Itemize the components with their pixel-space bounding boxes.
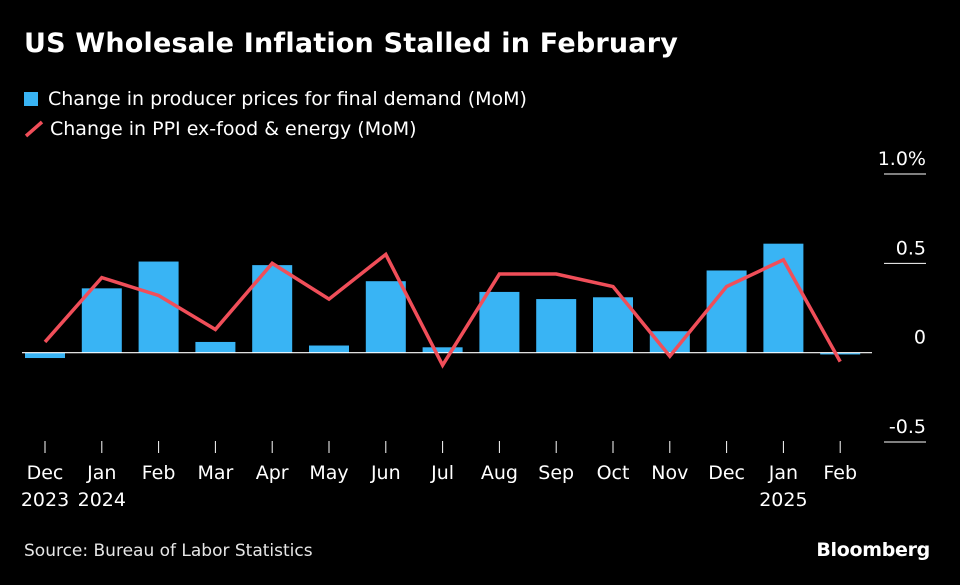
source-note: Source: Bureau of Labor Statistics bbox=[24, 541, 313, 561]
bloomberg-logo: Bloomberg bbox=[816, 539, 930, 561]
legend-item-line: Change in PPI ex-food & energy (MoM) bbox=[24, 114, 527, 144]
bar bbox=[195, 341, 236, 353]
x-tick-label-month: Apr bbox=[256, 462, 289, 484]
bar bbox=[422, 347, 463, 353]
legend-line-swatch bbox=[24, 120, 44, 138]
bar bbox=[365, 281, 406, 353]
chart-title: US Wholesale Inflation Stalled in Februa… bbox=[24, 28, 679, 59]
x-tick-label-month: Dec bbox=[27, 462, 64, 484]
y-tick-label: 0.5 bbox=[896, 237, 926, 259]
x-tick-label-month: Mar bbox=[197, 462, 233, 484]
x-tick-label-month: Jun bbox=[370, 462, 401, 484]
x-tick-label-month: Nov bbox=[651, 462, 688, 484]
x-tick-label-month: Dec bbox=[708, 462, 745, 484]
legend: Change in producer prices for final dema… bbox=[24, 84, 527, 144]
bar bbox=[138, 261, 179, 353]
y-tick-label: -0.5 bbox=[889, 416, 926, 438]
x-tick-label-month: Aug bbox=[481, 462, 518, 484]
legend-bar-label: Change in producer prices for final dema… bbox=[48, 88, 527, 110]
bar bbox=[820, 352, 861, 355]
x-tick-label-year: 2025 bbox=[759, 489, 807, 511]
bar bbox=[706, 270, 747, 353]
x-tick-label-month: Oct bbox=[597, 462, 630, 484]
bar bbox=[479, 291, 520, 353]
line-series-ppi-core bbox=[43, 251, 842, 369]
x-tick-label-year: 2023 bbox=[21, 489, 69, 511]
bar bbox=[309, 345, 349, 353]
legend-item-bar: Change in producer prices for final dema… bbox=[24, 84, 527, 114]
x-tick-label-month: Jul bbox=[430, 462, 454, 484]
y-tick-label: 0 bbox=[914, 327, 926, 349]
x-tick-label-month: May bbox=[309, 462, 348, 484]
legend-bar-swatch bbox=[24, 92, 38, 106]
bar bbox=[649, 331, 690, 353]
legend-line-label: Change in PPI ex-food & energy (MoM) bbox=[50, 118, 417, 140]
bar bbox=[25, 352, 65, 359]
bar bbox=[593, 297, 633, 353]
x-tick-label-month: Jan bbox=[86, 462, 116, 484]
x-tick-label-year: 2024 bbox=[78, 489, 126, 511]
x-tick-label-month: Feb bbox=[142, 462, 176, 484]
x-tick-label-month: Jan bbox=[768, 462, 798, 484]
bar bbox=[536, 299, 577, 353]
x-tick-label-month: Sep bbox=[538, 462, 574, 484]
bar bbox=[81, 288, 122, 353]
y-tick-label: 1.0% bbox=[878, 148, 926, 170]
x-tick-label-month: Feb bbox=[823, 462, 857, 484]
